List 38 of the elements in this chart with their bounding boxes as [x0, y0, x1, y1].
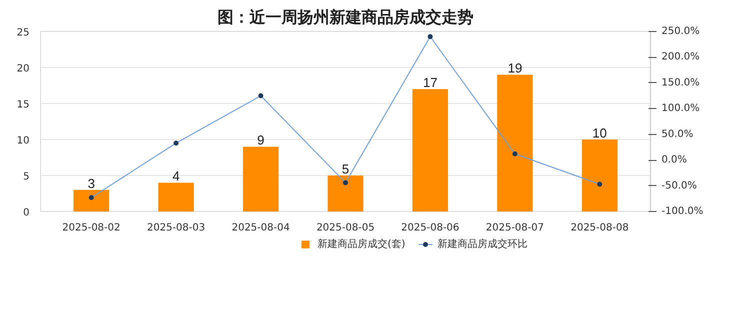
y-tick-label: 20	[16, 64, 30, 74]
y2-tick-label: -100.0%	[662, 206, 704, 217]
data-label: 19	[508, 60, 522, 76]
bar	[412, 89, 448, 212]
x-tick-label: 2025-08-08	[570, 222, 629, 234]
data-label: 3	[88, 176, 95, 191]
data-label: 4	[172, 168, 180, 184]
y-tick-label: 5	[23, 172, 30, 182]
legend-label: 新建商品房成交环比	[438, 238, 528, 250]
bar	[328, 176, 364, 212]
y-tick-label: 10	[16, 136, 30, 146]
bar	[74, 190, 110, 212]
y2-tick-label: 0.0%	[662, 154, 687, 166]
y2-tick-label: -50.0%	[662, 180, 697, 192]
y2-tick-label: 50.0%	[662, 128, 694, 140]
y-tick-label: 0	[23, 208, 30, 218]
data-label: 10	[592, 126, 607, 140]
bar	[582, 140, 618, 212]
y2-tick-label: 250.0%	[662, 26, 700, 37]
x-tick-label: 2025-08-06	[401, 222, 460, 234]
y2-tick-label: 150.0%	[662, 77, 700, 88]
x-tick-label: 2025-08-05	[316, 222, 375, 234]
x-tick-label: 2025-08-02	[62, 222, 120, 234]
bar	[158, 182, 194, 212]
legend-label: 新建商品房成交(套)	[318, 238, 406, 250]
y2-tick-label: 100.0%	[662, 103, 700, 114]
x-tick-label: 2025-08-04	[232, 222, 290, 234]
y-tick-label: 15	[16, 100, 30, 110]
y-tick-label: 25	[16, 28, 30, 38]
bar	[497, 74, 533, 212]
data-label: 5	[342, 162, 350, 176]
data-label: 9	[257, 132, 264, 148]
data-label: 17	[422, 75, 438, 90]
y2-tick-label: 200.0%	[662, 52, 700, 63]
bar	[242, 146, 279, 212]
x-tick-label: 2025-08-07	[486, 222, 544, 234]
chart-title: 图：近一周扬州新建商品房成交走势	[218, 8, 474, 26]
x-tick-label: 2025-08-03	[147, 222, 206, 234]
